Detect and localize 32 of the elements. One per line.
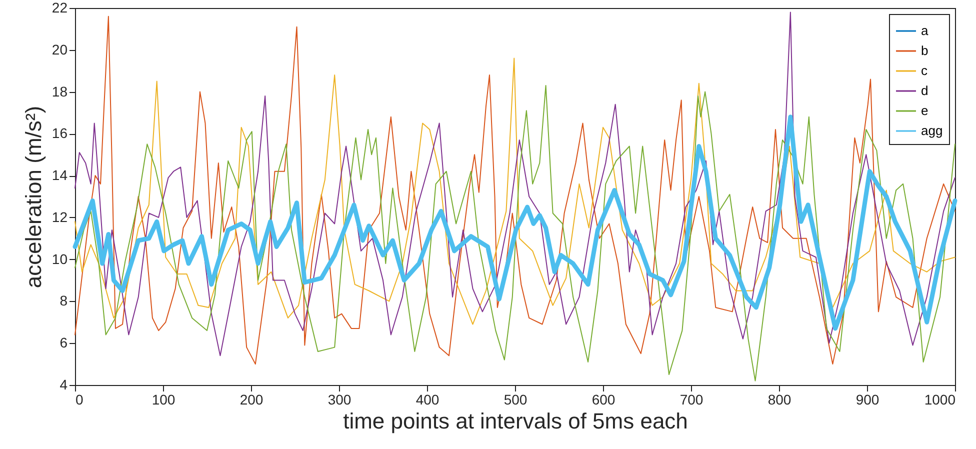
- x-tick-label: 800: [768, 392, 792, 408]
- y-tick-label: 12: [52, 208, 68, 225]
- line-series: [72, 114, 958, 331]
- line-series: [74, 84, 956, 382]
- line-series: [74, 58, 956, 325]
- legend-label: agg: [921, 123, 943, 138]
- y-tick-label: 8: [60, 292, 68, 309]
- x-tick-label: 0: [76, 392, 84, 408]
- x-tick-label: 700: [680, 392, 704, 408]
- legend-label: d: [921, 83, 928, 98]
- legend-label: a: [921, 23, 929, 38]
- y-tick-label: 14: [52, 167, 68, 184]
- y-tick-label: 16: [52, 125, 68, 142]
- x-axis-title: time points at intervals of 5ms each: [343, 408, 688, 434]
- legend-label: c: [921, 63, 928, 78]
- y-tick-label: 6: [60, 334, 68, 351]
- x-tick-label: 600: [592, 392, 616, 408]
- x-tick-label: 1000: [924, 392, 956, 408]
- y-axis-title: acceleration (m/s²): [20, 106, 46, 288]
- legend-label: e: [921, 103, 928, 118]
- y-tick-label: 22: [52, 0, 68, 16]
- y-tick-label: 4: [60, 376, 68, 392]
- x-tick-label: 500: [504, 392, 528, 408]
- x-tick-label: 400: [416, 392, 440, 408]
- x-tick-label: 100: [152, 392, 176, 408]
- y-tick-label: 20: [52, 41, 68, 58]
- x-tick-label: 200: [240, 392, 264, 408]
- legend-label: b: [921, 43, 928, 58]
- y-tick-label: 10: [52, 250, 68, 267]
- y-tick-label: 18: [52, 83, 68, 100]
- x-tick-label: 300: [328, 392, 352, 408]
- x-tick-label: 900: [856, 392, 880, 408]
